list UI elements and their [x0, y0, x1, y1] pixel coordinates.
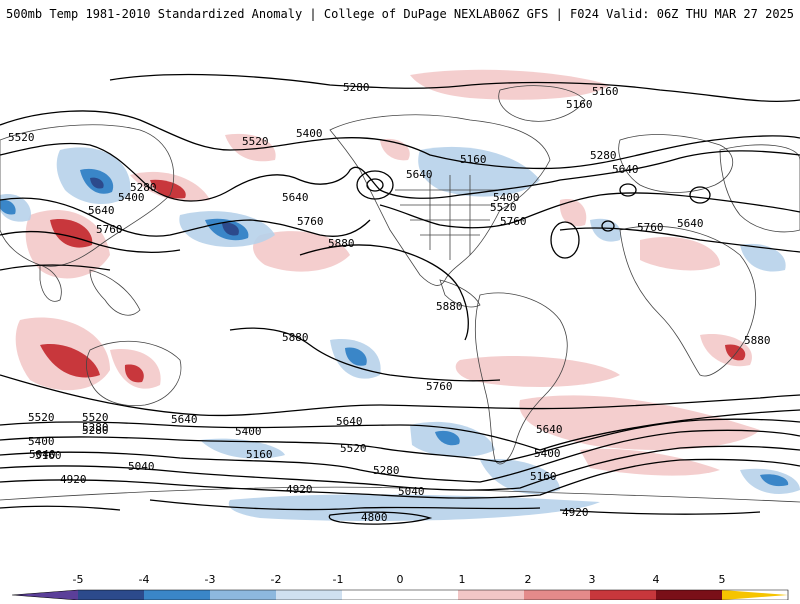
contour-label: 5400: [493, 191, 520, 204]
anomaly-map: 5280 5160 5160 5520 5520 5400 5280 5400 …: [0, 30, 800, 565]
contour-label: 5400: [235, 425, 262, 438]
contour-label: 5640: [171, 413, 198, 426]
colorbar-tick-label: 0: [397, 573, 404, 586]
contour-label: 5640: [336, 415, 363, 428]
header-bar: 500mb Temp 1981-2010 Standardized Anomal…: [0, 0, 800, 30]
contour-label: 5280: [373, 464, 400, 477]
contour-label: 5400: [28, 435, 55, 448]
contour-label: 5400: [534, 447, 561, 460]
contour-label: 5760: [297, 215, 324, 228]
contour-label: 5760: [500, 215, 527, 228]
contour-label: 5640: [88, 204, 115, 217]
colorbar-seg-p1: [458, 590, 524, 600]
contour-label: 5760: [96, 223, 123, 236]
contour-label: 4920: [286, 483, 313, 496]
colorbar-tick-label: 2: [525, 573, 532, 586]
colorbar-tick-label: -2: [271, 573, 282, 586]
colorbar-tick-label: 3: [589, 573, 596, 586]
contour-label: 5280: [343, 81, 370, 94]
height-contours-layer: [0, 73, 800, 525]
colorbar-tick-label: 5: [719, 573, 726, 586]
contour-label: 5400: [118, 191, 145, 204]
contour-label: 5160: [566, 98, 593, 111]
contour-label: 5160: [246, 448, 273, 461]
contour-label: 5040: [128, 460, 155, 473]
contour-label: 5880: [744, 334, 771, 347]
contour-label: 5160: [35, 449, 62, 462]
contour-label: 5520: [242, 135, 269, 148]
colorbar-tick-label: -1: [333, 573, 344, 586]
colorbar-tick-label: 4: [653, 573, 660, 586]
contour-label: 5520: [82, 411, 109, 424]
map-canvas: 5280 5160 5160 5520 5520 5400 5280 5400 …: [0, 30, 800, 565]
colorbar-seg-m3: [210, 590, 276, 600]
colorbar-seg-p2: [524, 590, 590, 600]
colorbar-outline: [11, 589, 789, 601]
colorbar-seg-m1: [342, 590, 400, 600]
colorbar-seg-p4: [656, 590, 722, 600]
colorbar-seg-p3: [590, 590, 656, 600]
colorbar-labels: -5 -4 -3 -2 -1 0 1 2 3 4 5: [73, 573, 726, 586]
contour-label: 4800: [361, 511, 388, 524]
map-title: 500mb Temp 1981-2010 Standardized Anomal…: [6, 7, 498, 21]
contour-label: 5280: [590, 149, 617, 162]
contour-label: 5160: [530, 470, 557, 483]
contour-label: 5880: [436, 300, 463, 313]
contour-labels-layer: 5280 5160 5160 5520 5520 5400 5280 5400 …: [8, 81, 771, 524]
contour-label: 5760: [637, 221, 664, 234]
contour-label: 5520: [340, 442, 367, 455]
contour-label: 5760: [426, 380, 453, 393]
contour-label: 5280: [82, 424, 109, 437]
contour-label: 5880: [328, 237, 355, 250]
contour-label: 5640: [282, 191, 309, 204]
contour-label: 5520: [8, 131, 35, 144]
colorbar-seg-m5: [78, 590, 144, 600]
contour-label: 4920: [562, 506, 589, 519]
colorbar-tick-label: -4: [139, 573, 150, 586]
contour-label: 4920: [60, 473, 87, 486]
contour-label: 5040: [398, 485, 425, 498]
contour-label: 5160: [460, 153, 487, 166]
contour-label: 5640: [612, 163, 639, 176]
colorbar-tick-label: -3: [205, 573, 216, 586]
colorbar-tick-label: 1: [459, 573, 466, 586]
colorbar-seg-m6: [12, 590, 78, 600]
colorbar-seg-m4: [144, 590, 210, 600]
colorbar-tick-label: -5: [73, 573, 84, 586]
contour-label: 5520: [28, 411, 55, 424]
anomaly-colorbar: -5 -4 -3 -2 -1 0 1 2 3 4 5: [0, 565, 800, 601]
model-valid-time: 06Z GFS | F024 Valid: 06Z THU MAR 27 202…: [497, 7, 794, 21]
contour-label: 5640: [536, 423, 563, 436]
contour-label: 5280: [130, 181, 157, 194]
contour-label: 5160: [592, 85, 619, 98]
colorbar-svg: -5 -4 -3 -2 -1 0 1 2 3 4 5: [11, 573, 789, 601]
colorbar-seg-p5: [722, 590, 788, 600]
cold-extreme-anomaly-layer: [90, 177, 239, 236]
contour-label: 5520: [490, 201, 517, 214]
contour-label: 5640: [677, 217, 704, 230]
contour-label: 5280: [82, 421, 109, 434]
contour-label: 5400: [296, 127, 323, 140]
warm-strong-anomaly-layer: [40, 179, 746, 383]
contour-label: 5040: [29, 448, 56, 461]
contour-label: 5640: [406, 168, 433, 181]
colorbar-seg-p0: [400, 590, 458, 600]
colorbar-segments: [11, 589, 789, 601]
colorbar-seg-m2: [276, 590, 342, 600]
contour-label: 5880: [282, 331, 309, 344]
